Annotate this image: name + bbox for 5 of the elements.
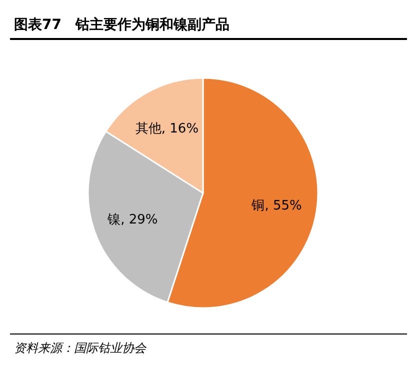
slice-label: 镍, 29% [106,212,158,228]
text: 资料来源：国际钴业协会 [14,341,147,355]
slice-label: 其他, 16% [135,121,199,136]
chart-title: 图表77 钴主要作为铜和镍副产品 [14,16,230,33]
slice-label: 铜, 55% [250,198,302,214]
